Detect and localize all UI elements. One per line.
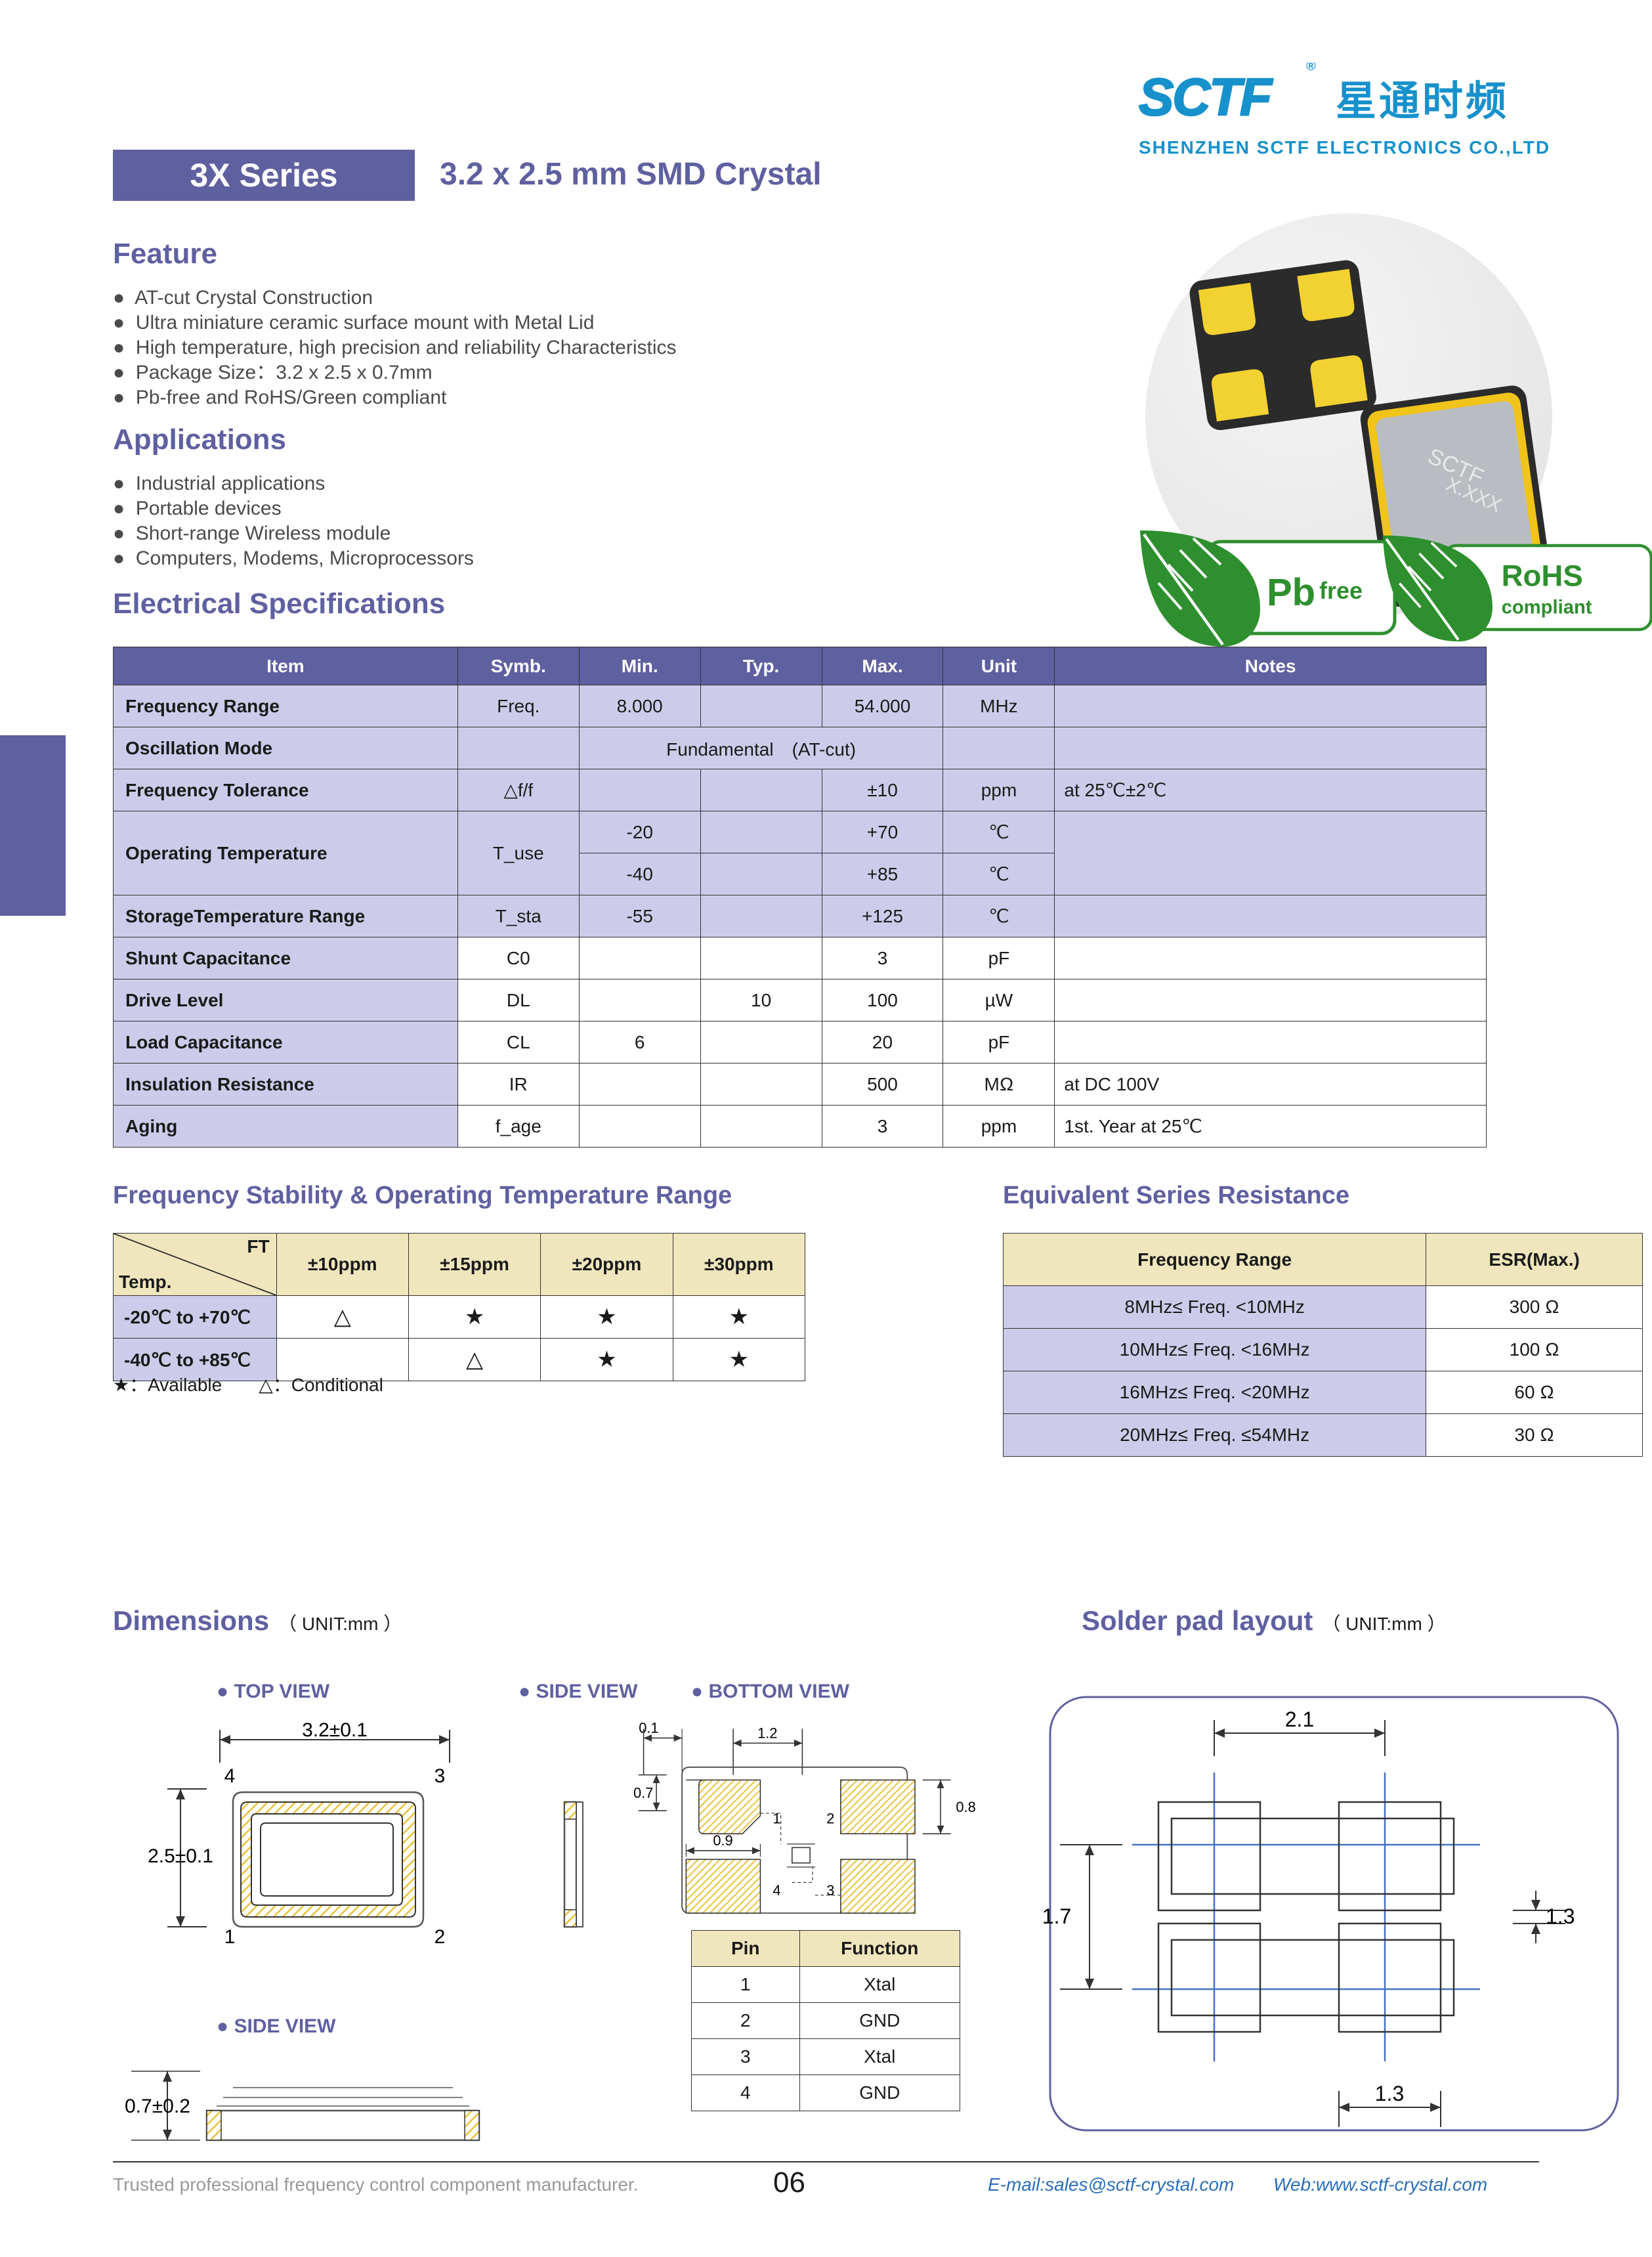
svg-text:0.7: 0.7 — [633, 1785, 653, 1801]
svg-text:0.1: 0.1 — [639, 1720, 658, 1736]
svg-text:3: 3 — [826, 1882, 834, 1899]
svg-text:2: 2 — [826, 1811, 834, 1827]
svg-text:0.7±0.2: 0.7±0.2 — [125, 2096, 190, 2117]
svg-text:4: 4 — [773, 1882, 780, 1899]
svg-text:0.8: 0.8 — [956, 1799, 975, 1815]
svg-text:1.2: 1.2 — [757, 1725, 777, 1741]
svg-text:1: 1 — [224, 1926, 236, 1948]
svg-text:SCTF: SCTF — [1139, 68, 1273, 126]
svg-text:星通时频: 星通时频 — [1336, 79, 1509, 124]
svg-text:3: 3 — [434, 1765, 446, 1787]
svg-text:Pb: Pb — [1267, 571, 1315, 614]
svg-text:1: 1 — [773, 1811, 780, 1827]
svg-text:free: free — [1319, 577, 1363, 604]
svg-text:0.9: 0.9 — [713, 1832, 732, 1849]
svg-text:1.3: 1.3 — [1375, 2082, 1404, 2105]
svg-text:3.2±0.1: 3.2±0.1 — [302, 1719, 368, 1741]
svg-text:1.7: 1.7 — [1042, 1904, 1071, 1928]
svg-text:2.1: 2.1 — [1285, 1708, 1314, 1731]
svg-text:compliant: compliant — [1502, 597, 1592, 618]
svg-text:4: 4 — [224, 1765, 236, 1787]
svg-text:®: ® — [1306, 62, 1316, 74]
svg-text:RoHS: RoHS — [1502, 559, 1583, 592]
svg-text:2: 2 — [434, 1926, 446, 1948]
svg-text:2.5±0.1: 2.5±0.1 — [148, 1845, 213, 1867]
svg-text:1.3: 1.3 — [1546, 1904, 1575, 1928]
